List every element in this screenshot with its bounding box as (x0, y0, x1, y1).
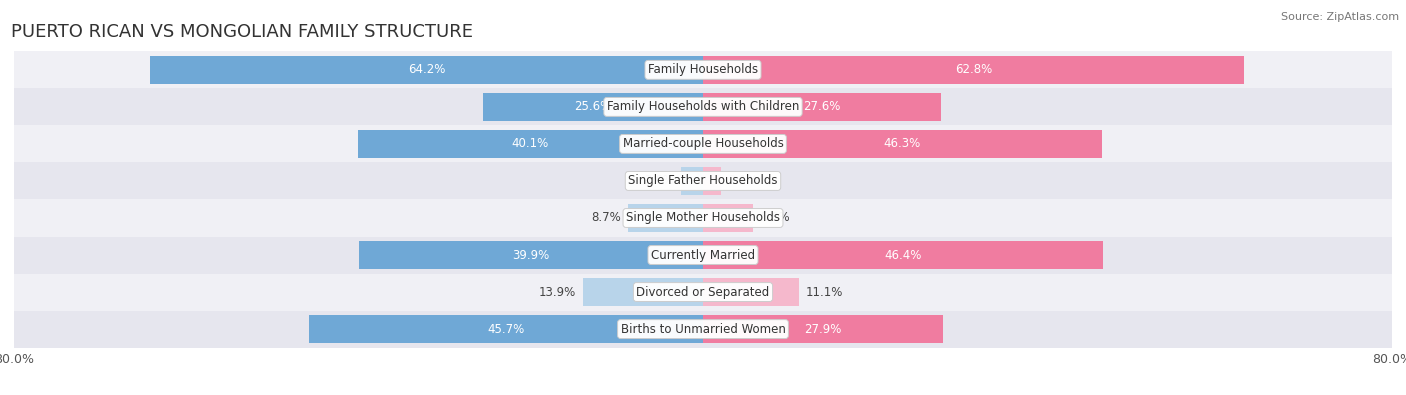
Bar (357, 130, 703, 158)
Text: 8.7%: 8.7% (592, 211, 621, 224)
Text: 64.2%: 64.2% (408, 63, 446, 76)
Bar (628, 204, 703, 232)
Bar (14, 88, 1392, 126)
Text: 2.6%: 2.6% (644, 175, 673, 188)
Text: 5.8%: 5.8% (759, 211, 789, 224)
Text: 39.9%: 39.9% (513, 248, 550, 261)
Text: 25.6%: 25.6% (574, 100, 612, 113)
Text: Births to Unmarried Women: Births to Unmarried Women (620, 323, 786, 336)
Bar (703, 315, 943, 343)
Text: Currently Married: Currently Married (651, 248, 755, 261)
Bar (703, 278, 799, 306)
Bar (14, 126, 1392, 162)
Bar (14, 310, 1392, 348)
Bar (482, 93, 703, 121)
Text: Family Households: Family Households (648, 63, 758, 76)
Bar (703, 93, 941, 121)
Text: Single Mother Households: Single Mother Households (626, 211, 780, 224)
Text: 46.3%: 46.3% (884, 137, 921, 150)
Bar (309, 315, 703, 343)
Bar (703, 130, 1102, 158)
Text: 2.1%: 2.1% (728, 175, 758, 188)
Bar (150, 56, 703, 84)
Text: 13.9%: 13.9% (538, 286, 576, 299)
Text: 45.7%: 45.7% (488, 323, 524, 336)
Bar (360, 241, 703, 269)
Bar (14, 199, 1392, 237)
Text: Family Households with Children: Family Households with Children (607, 100, 799, 113)
Bar (14, 51, 1392, 88)
Text: Divorced or Separated: Divorced or Separated (637, 286, 769, 299)
Bar (14, 162, 1392, 199)
Bar (703, 167, 721, 195)
Bar (14, 273, 1392, 310)
Bar (14, 237, 1392, 273)
Bar (703, 241, 1102, 269)
Text: 62.8%: 62.8% (955, 63, 993, 76)
Bar (681, 167, 703, 195)
Text: 11.1%: 11.1% (806, 286, 842, 299)
Text: 46.4%: 46.4% (884, 248, 921, 261)
Legend: Puerto Rican, Mongolian: Puerto Rican, Mongolian (583, 390, 823, 395)
Text: Source: ZipAtlas.com: Source: ZipAtlas.com (1281, 12, 1399, 22)
Text: 27.6%: 27.6% (803, 100, 841, 113)
Text: Married-couple Households: Married-couple Households (623, 137, 783, 150)
Text: PUERTO RICAN VS MONGOLIAN FAMILY STRUCTURE: PUERTO RICAN VS MONGOLIAN FAMILY STRUCTU… (11, 23, 474, 41)
Bar (703, 56, 1244, 84)
Text: 40.1%: 40.1% (512, 137, 548, 150)
Text: 27.9%: 27.9% (804, 323, 842, 336)
Bar (583, 278, 703, 306)
Text: Single Father Households: Single Father Households (628, 175, 778, 188)
Bar (703, 204, 754, 232)
